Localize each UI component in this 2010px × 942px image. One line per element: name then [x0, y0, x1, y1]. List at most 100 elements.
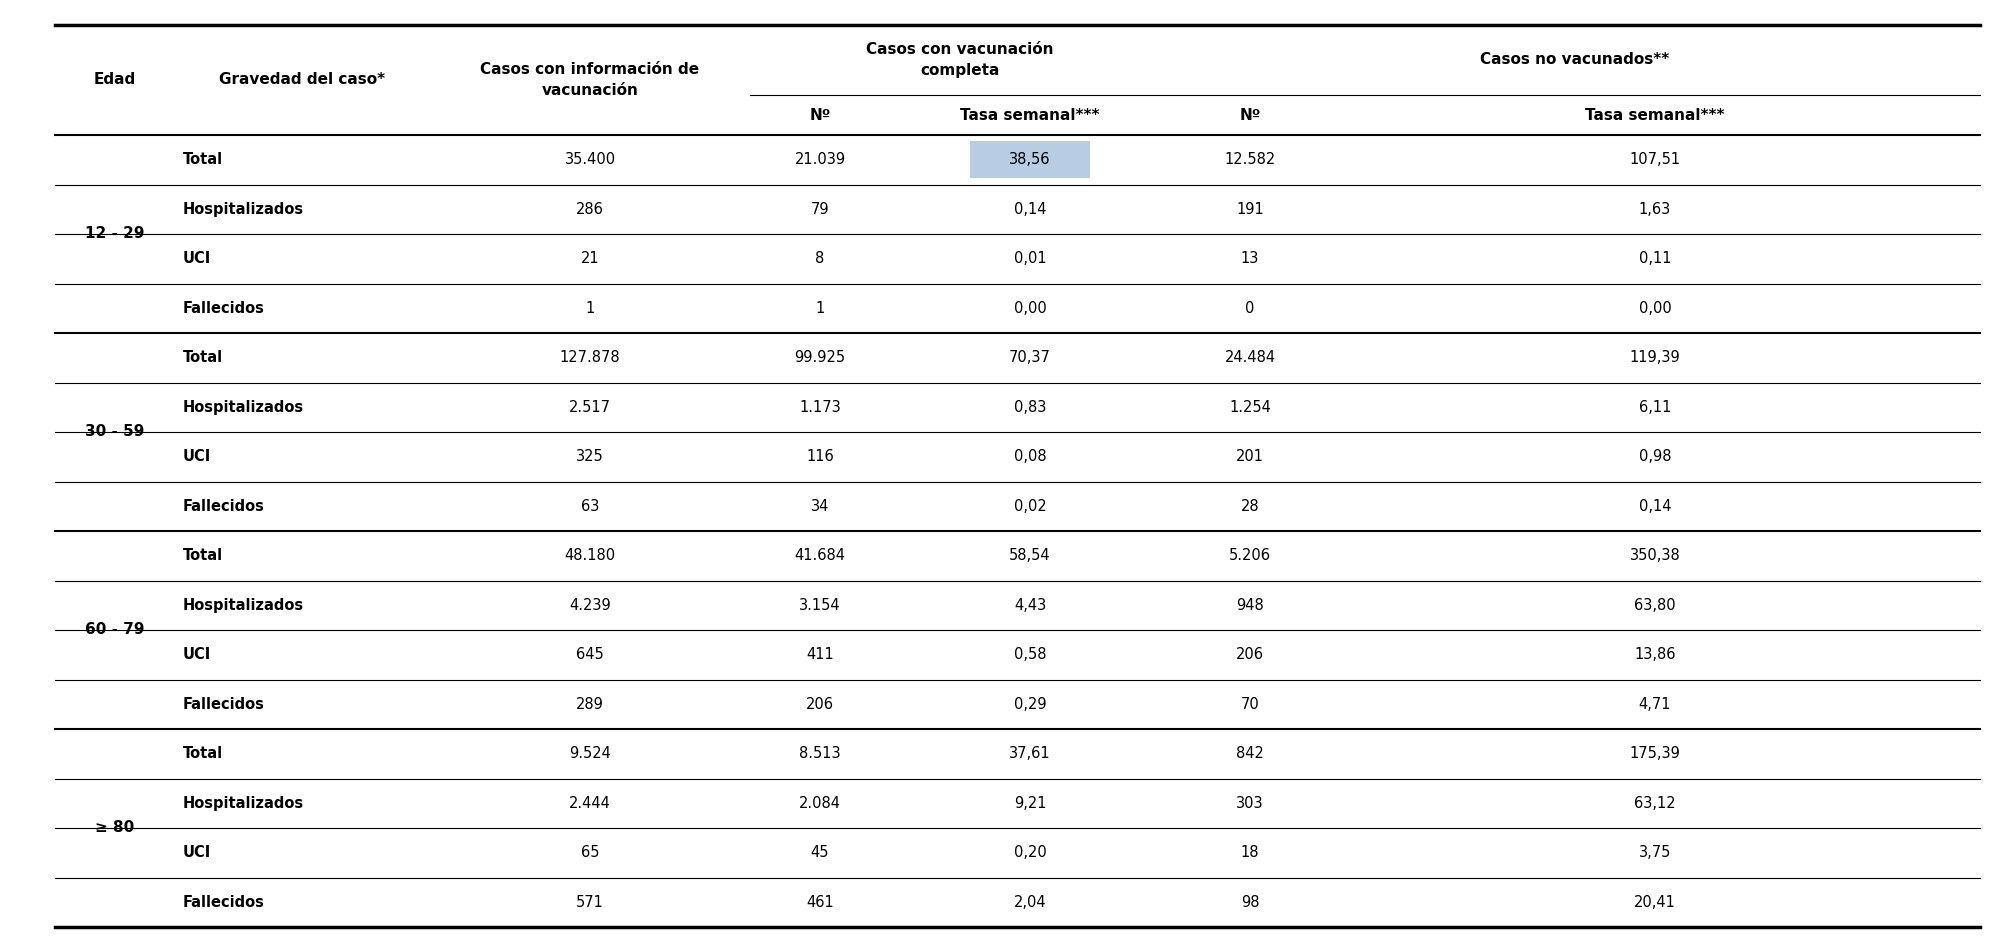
Text: 119,39: 119,39 — [1630, 350, 1680, 365]
Text: 65: 65 — [581, 845, 599, 860]
Text: 41.684: 41.684 — [794, 548, 846, 563]
Text: Total: Total — [183, 548, 223, 563]
Text: 30 - 59: 30 - 59 — [84, 425, 145, 440]
Text: 645: 645 — [577, 647, 603, 662]
Text: 1: 1 — [585, 300, 595, 316]
Text: 0,14: 0,14 — [1638, 498, 1670, 513]
Text: 0,00: 0,00 — [1638, 300, 1672, 316]
Text: 0,02: 0,02 — [1013, 498, 1047, 513]
Text: 2.444: 2.444 — [569, 796, 611, 811]
Text: 8: 8 — [816, 252, 824, 267]
Text: 98: 98 — [1240, 895, 1258, 910]
Text: 70: 70 — [1240, 697, 1260, 712]
Text: 0,98: 0,98 — [1638, 449, 1670, 464]
Text: 206: 206 — [1236, 647, 1264, 662]
Text: Edad: Edad — [94, 73, 137, 88]
Text: 0,83: 0,83 — [1013, 399, 1045, 414]
Text: 0,14: 0,14 — [1013, 202, 1047, 217]
Text: Nº: Nº — [1240, 107, 1260, 122]
Text: 48.180: 48.180 — [565, 548, 615, 563]
Text: 948: 948 — [1236, 598, 1264, 612]
Text: 571: 571 — [577, 895, 603, 910]
Text: Total: Total — [183, 350, 223, 365]
Text: Fallecidos: Fallecidos — [183, 498, 265, 513]
Text: 3.154: 3.154 — [800, 598, 840, 612]
Text: 1.173: 1.173 — [800, 399, 840, 414]
Text: 127.878: 127.878 — [559, 350, 621, 365]
Text: 2.084: 2.084 — [800, 796, 840, 811]
Text: 2.517: 2.517 — [569, 399, 611, 414]
Text: UCI: UCI — [183, 449, 211, 464]
Text: 1,63: 1,63 — [1638, 202, 1670, 217]
Text: 6,11: 6,11 — [1638, 399, 1670, 414]
Text: 24.484: 24.484 — [1224, 350, 1276, 365]
Text: 63: 63 — [581, 498, 599, 513]
Text: 206: 206 — [806, 697, 834, 712]
Text: 5.206: 5.206 — [1228, 548, 1270, 563]
Text: 12 - 29: 12 - 29 — [84, 226, 145, 241]
Text: 461: 461 — [806, 895, 834, 910]
Text: 35.400: 35.400 — [565, 153, 615, 168]
Text: 842: 842 — [1236, 746, 1264, 761]
Text: Hospitalizados: Hospitalizados — [183, 796, 304, 811]
Text: 58,54: 58,54 — [1009, 548, 1051, 563]
Text: 8.513: 8.513 — [800, 746, 840, 761]
Text: 0,58: 0,58 — [1013, 647, 1047, 662]
Text: Tasa semanal***: Tasa semanal*** — [961, 107, 1099, 122]
Text: 107,51: 107,51 — [1630, 153, 1680, 168]
Text: 0,29: 0,29 — [1013, 697, 1047, 712]
Text: 0,01: 0,01 — [1013, 252, 1047, 267]
Text: UCI: UCI — [183, 647, 211, 662]
Text: Tasa semanal***: Tasa semanal*** — [1586, 107, 1725, 122]
Text: Total: Total — [183, 746, 223, 761]
Text: Total: Total — [183, 153, 223, 168]
Text: 21: 21 — [581, 252, 599, 267]
Text: 60 - 79: 60 - 79 — [84, 623, 145, 638]
Text: 21.039: 21.039 — [794, 153, 846, 168]
Text: 12.582: 12.582 — [1224, 153, 1276, 168]
Text: 116: 116 — [806, 449, 834, 464]
Text: 38,56: 38,56 — [1009, 153, 1051, 168]
Text: 13,86: 13,86 — [1634, 647, 1676, 662]
Text: Casos no vacunados**: Casos no vacunados** — [1481, 53, 1670, 68]
FancyBboxPatch shape — [971, 141, 1089, 178]
Text: 20,41: 20,41 — [1634, 895, 1676, 910]
Text: 201: 201 — [1236, 449, 1264, 464]
Text: 4,71: 4,71 — [1638, 697, 1670, 712]
Text: 0,08: 0,08 — [1013, 449, 1047, 464]
Text: ≥ 80: ≥ 80 — [94, 820, 135, 836]
Text: 289: 289 — [577, 697, 603, 712]
Text: 3,75: 3,75 — [1638, 845, 1670, 860]
Text: 9,21: 9,21 — [1013, 796, 1047, 811]
Text: Nº: Nº — [810, 107, 830, 122]
Text: 175,39: 175,39 — [1630, 746, 1680, 761]
Text: 286: 286 — [577, 202, 603, 217]
Text: Casos con vacunación
completa: Casos con vacunación completa — [866, 42, 1053, 78]
Text: 191: 191 — [1236, 202, 1264, 217]
Text: 411: 411 — [806, 647, 834, 662]
Text: Fallecidos: Fallecidos — [183, 697, 265, 712]
Text: 45: 45 — [810, 845, 830, 860]
Text: 0: 0 — [1246, 300, 1254, 316]
Text: 99.925: 99.925 — [794, 350, 846, 365]
Text: 37,61: 37,61 — [1009, 746, 1051, 761]
Text: 1.254: 1.254 — [1228, 399, 1270, 414]
Text: 0,00: 0,00 — [1013, 300, 1047, 316]
Text: Fallecidos: Fallecidos — [183, 895, 265, 910]
Text: 1: 1 — [816, 300, 824, 316]
Text: 70,37: 70,37 — [1009, 350, 1051, 365]
Text: 0,11: 0,11 — [1638, 252, 1670, 267]
Text: 2,04: 2,04 — [1013, 895, 1047, 910]
Text: Hospitalizados: Hospitalizados — [183, 598, 304, 612]
Text: 63,80: 63,80 — [1634, 598, 1676, 612]
Text: Gravedad del caso*: Gravedad del caso* — [219, 73, 386, 88]
Text: UCI: UCI — [183, 252, 211, 267]
Text: 28: 28 — [1240, 498, 1260, 513]
Text: UCI: UCI — [183, 845, 211, 860]
Text: 325: 325 — [577, 449, 603, 464]
Text: 9.524: 9.524 — [569, 746, 611, 761]
Text: Hospitalizados: Hospitalizados — [183, 399, 304, 414]
Text: Hospitalizados: Hospitalizados — [183, 202, 304, 217]
Text: 79: 79 — [810, 202, 830, 217]
Text: 303: 303 — [1236, 796, 1264, 811]
